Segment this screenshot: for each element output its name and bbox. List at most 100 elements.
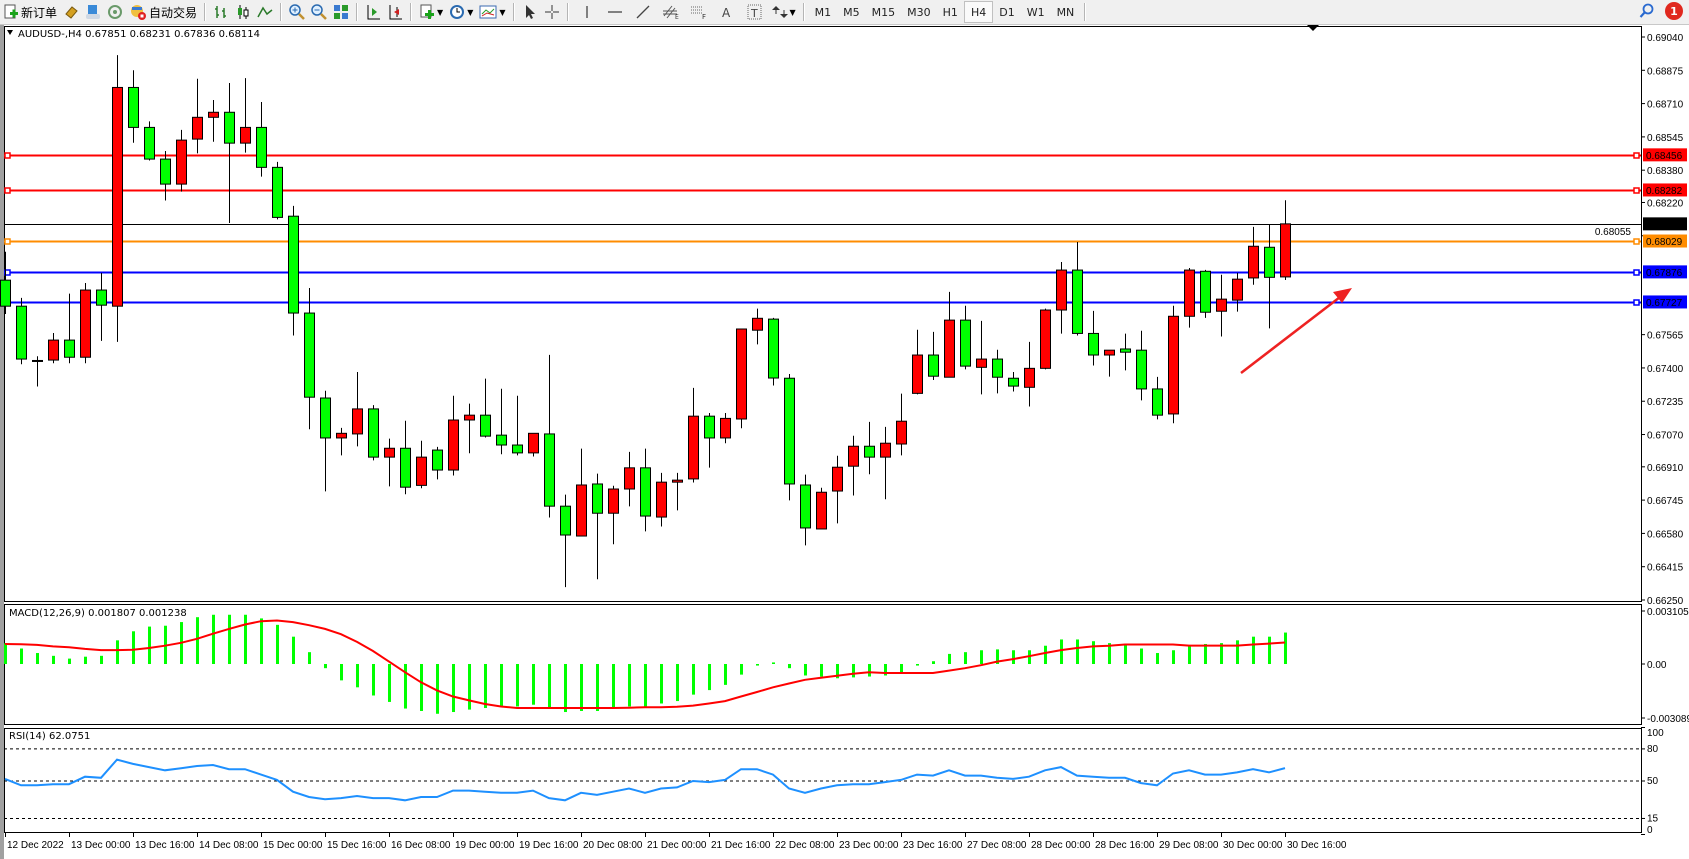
line-chart-button[interactable] xyxy=(254,1,276,23)
cursor-button[interactable] xyxy=(519,1,541,23)
candle xyxy=(352,371,363,447)
level-price-tag xyxy=(1643,183,1687,197)
candle-body xyxy=(0,279,11,307)
candle-body xyxy=(1120,348,1131,353)
bar-chart-button[interactable] xyxy=(210,1,232,23)
macd-histogram-bar xyxy=(548,664,551,708)
arrows-button[interactable]: ▼ xyxy=(769,1,799,23)
candle xyxy=(448,395,459,476)
candle-body xyxy=(1104,349,1115,356)
macd-histogram-bar xyxy=(1108,643,1111,664)
rsi-tick-label: 15 xyxy=(1647,813,1659,824)
timeframe-m5[interactable]: M5 xyxy=(843,5,860,19)
new-order-button[interactable]: 新订单 xyxy=(0,1,60,23)
candle-body xyxy=(912,354,923,394)
trendline-button[interactable] xyxy=(629,1,657,23)
text-button[interactable]: A xyxy=(713,1,741,23)
candle-body xyxy=(160,158,171,185)
periods-button[interactable]: ▼ xyxy=(446,1,476,23)
fibonacci-channel-button[interactable]: E xyxy=(657,1,685,23)
zoom-out-button[interactable] xyxy=(308,1,330,23)
candle-body xyxy=(672,479,683,483)
candle xyxy=(320,390,331,492)
timeframe-m30[interactable]: M30 xyxy=(907,5,931,19)
macd-histogram-bar xyxy=(756,664,759,666)
chevron-down-icon[interactable]: ▼ xyxy=(437,7,444,17)
candle xyxy=(1152,376,1163,420)
timeframe-w1[interactable]: W1 xyxy=(1026,5,1045,19)
level-anchor-left xyxy=(4,238,11,245)
candle-body xyxy=(1280,223,1291,278)
macd-histogram-bar xyxy=(1268,636,1271,664)
arrow-head[interactable] xyxy=(1333,288,1352,303)
annotation-arrow[interactable] xyxy=(1240,288,1352,374)
bar-chart-icon xyxy=(215,6,227,18)
candle-body xyxy=(608,488,619,514)
fibonacci-button[interactable]: F xyxy=(685,1,713,23)
price-tick-label: 0.68055 xyxy=(1595,227,1632,238)
candle xyxy=(368,405,379,461)
macd-histogram-bar xyxy=(452,664,455,713)
timeframe-mn[interactable]: MN xyxy=(1056,5,1075,19)
timeframe-m1[interactable]: M1 xyxy=(814,5,832,19)
candle-body xyxy=(96,289,107,306)
chevron-down-icon[interactable]: ▼ xyxy=(499,7,506,17)
price-tick-label: 0.68875 xyxy=(1647,66,1684,77)
candle xyxy=(528,432,539,457)
candle-body xyxy=(704,415,715,439)
periods-icon xyxy=(450,5,465,19)
candlestick-icon xyxy=(238,5,249,19)
macd-histogram-bar xyxy=(340,664,343,681)
candle xyxy=(688,387,699,483)
macd-histogram-bar xyxy=(708,664,711,691)
vertical-line-button[interactable] xyxy=(573,1,601,23)
timeframe-h4[interactable]: H4 xyxy=(963,1,994,23)
horizontal-line-button[interactable] xyxy=(601,1,629,23)
chart-shift-button[interactable] xyxy=(384,1,406,23)
navigator-button[interactable] xyxy=(104,1,126,23)
macd-histogram-bar xyxy=(580,664,583,711)
indicators-button[interactable]: ▼ xyxy=(416,1,446,23)
candle-body xyxy=(1072,269,1083,334)
crosshair-button[interactable] xyxy=(541,1,563,23)
text-icon: A xyxy=(722,6,731,20)
chart-shift-marker-icon[interactable] xyxy=(1307,25,1319,31)
candlestick-button[interactable] xyxy=(232,1,254,23)
candle-body xyxy=(448,419,459,471)
auto-trading-icon xyxy=(131,5,147,20)
timeframe-d1[interactable]: D1 xyxy=(999,5,1015,19)
auto-scroll-button[interactable] xyxy=(362,1,384,23)
svg-text:T: T xyxy=(750,7,758,20)
candle-body xyxy=(64,339,75,358)
search-button[interactable] xyxy=(1639,3,1655,22)
svg-text:F: F xyxy=(702,13,706,20)
macd-histogram-bar xyxy=(916,664,919,666)
svg-text:E: E xyxy=(675,14,679,20)
timeframe-m15[interactable]: M15 xyxy=(871,5,896,19)
timeframe-h1[interactable]: H1 xyxy=(942,5,958,19)
macd-histogram-bar xyxy=(868,664,871,677)
zoom-in-button[interactable] xyxy=(286,1,308,23)
candle xyxy=(768,317,779,386)
auto-trading-button[interactable]: 自动交易 xyxy=(126,1,200,23)
chevron-down-icon[interactable]: ▼ xyxy=(467,7,474,17)
data-window-button[interactable] xyxy=(82,1,104,23)
market-watch-button[interactable] xyxy=(60,1,82,23)
chart-menu-triangle-icon[interactable] xyxy=(7,30,13,35)
axes: 0.69040 0.68875 0.68710 0.68545 0.68380 0.682… xyxy=(5,24,1689,859)
macd-panel xyxy=(4,614,1287,714)
time-tick-label: 21 Dec 16:00 xyxy=(711,840,771,851)
notification-badge[interactable]: 1 xyxy=(1665,2,1683,20)
candle xyxy=(224,83,235,224)
arrow-shaft[interactable] xyxy=(1240,293,1345,374)
price-tick-label: 0.66415 xyxy=(1647,563,1684,574)
time-tick-label: 15 Dec 00:00 xyxy=(263,840,323,851)
text-label-button[interactable]: T xyxy=(741,1,769,23)
tile-windows-button[interactable] xyxy=(330,1,352,23)
candle xyxy=(976,320,987,395)
chevron-down-icon[interactable]: ▼ xyxy=(789,7,796,17)
candle xyxy=(160,151,171,201)
templates-button[interactable]: ▼ xyxy=(476,1,508,23)
candle xyxy=(1008,371,1019,392)
